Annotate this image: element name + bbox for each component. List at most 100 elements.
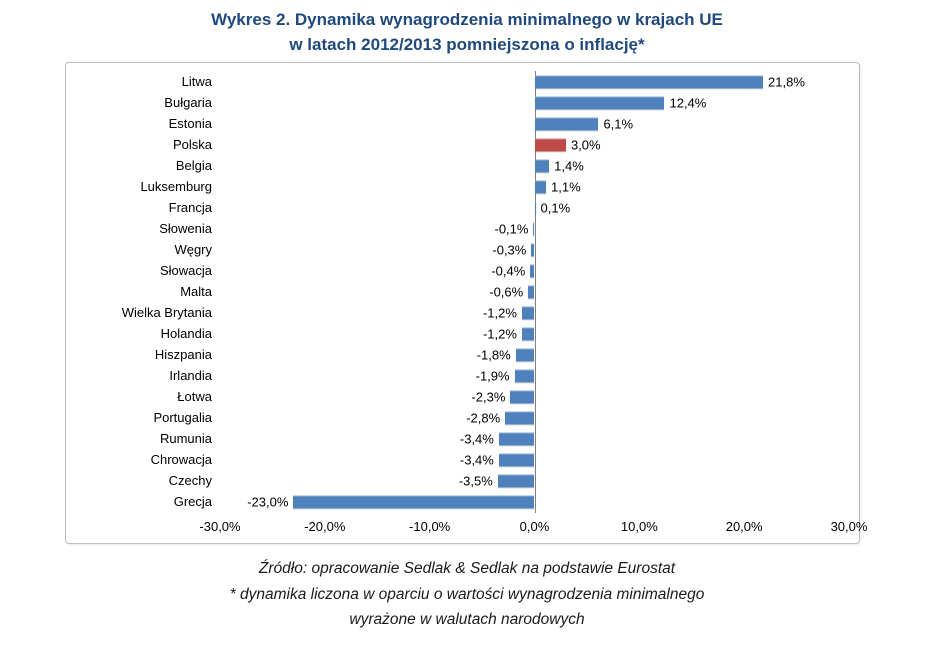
bar-portugalia [505,411,535,424]
chart-row: Łotwa -2,3% [72,386,849,407]
value-label: -3,4% [459,431,494,446]
chart-title: Wykres 2. Dynamika wynagrodzenia minimal… [0,0,934,57]
category-label: Bułgaria [164,95,212,110]
chart-row: Holandia -1,2% [72,323,849,344]
row-plot: -3,4% [220,449,849,470]
category-label: Belgia [175,158,212,173]
chart-row: Czechy -3,5% [72,470,849,491]
category-label: Grecja [173,494,212,509]
row-plot: -23,0% [220,491,849,512]
bar-polska [534,138,566,151]
category-label: Wielka Brytania [121,305,212,320]
chart-row: Rumunia -3,4% [72,428,849,449]
bar-łotwa [510,390,535,403]
chart-row: Słowenia -0,1% [72,218,849,239]
row-plot: -0,3% [220,239,849,260]
chart-row: Litwa 21,8% [72,71,849,92]
chart-title-line1: Wykres 2. Dynamika wynagrodzenia minimal… [211,10,723,29]
bar-hiszpania [515,348,535,361]
row-plot: -2,8% [220,407,849,428]
value-label: -3,5% [458,473,493,488]
x-tick-label: 30,0% [830,519,868,534]
value-label: -23,0% [247,494,289,509]
row-plot: -1,2% [220,323,849,344]
x-tick-label: 10,0% [620,519,658,534]
category-label: Hiszpania [154,347,212,362]
row-plot: -0,1% [220,218,849,239]
value-label: -0,3% [492,242,527,257]
x-tick-label: -20,0% [304,519,346,534]
bar-rumunia [498,432,535,445]
category-label: Holandia [160,326,212,341]
category-label: Chrowacja [150,452,212,467]
zero-axis-line [534,71,536,513]
chart-row: Irlandia -1,9% [72,365,849,386]
chart-row: Grecja -23,0% [72,491,849,512]
value-label: 3,0% [570,137,601,152]
category-label: Słowacja [159,263,212,278]
row-plot: 1,1% [220,176,849,197]
value-label: -1,2% [482,326,517,341]
bar-słowacja [530,264,535,277]
category-label: Portugalia [153,410,212,425]
category-label: Estonia [168,116,212,131]
value-label: 21,8% [768,74,805,89]
value-label: 1,4% [554,158,584,173]
chart-row: Węgry -0,3% [72,239,849,260]
chart-area: Litwa 21,8% Bułgaria 12,4% Estonia 6,1% Polska… [65,62,867,544]
value-label: -0,4% [491,263,526,278]
bar-francja [534,201,536,214]
bar-grecja [293,495,535,508]
category-label: Malta [180,284,212,299]
bar-estonia [534,117,599,130]
value-label: -0,1% [494,221,529,236]
value-label: 12,4% [669,95,707,110]
chart-row: Polska 3,0% [72,134,849,155]
bar-węgry [531,243,535,256]
value-label: -1,8% [476,347,511,362]
x-tick-label: -30,0% [199,519,241,534]
x-axis: -30,0% -20,0% -10,0% 0,0% 10,0% 20,0% 30,0% [199,513,867,539]
chart-row: Francja 0,1% [72,197,849,218]
row-plot: -1,9% [220,365,849,386]
chart-row: Słowacja -0,4% [72,260,849,281]
value-label: 1,1% [551,179,581,194]
x-tick-label: -10,0% [409,519,451,534]
row-plot: -1,2% [220,302,849,323]
bar-litwa [534,75,764,88]
bar-czechy [497,474,535,487]
value-label: -1,9% [475,368,510,383]
chart-row: Bułgaria 12,4% [72,92,849,113]
row-plot: -2,3% [220,386,849,407]
x-tick-label: 20,0% [725,519,763,534]
chart-row: Luksemburg 1,1% [72,176,849,197]
category-label: Węgry [174,242,212,257]
row-plot: 21,8% [220,71,849,92]
value-label: -3,4% [459,452,494,467]
chart-row: Hiszpania -1,8% [72,344,849,365]
bar-irlandia [514,369,535,382]
row-plot: -1,8% [220,344,849,365]
chart-title-line2: w latach 2012/2013 pomniejszona o inflac… [289,34,645,54]
category-label: Francja [168,200,212,215]
category-label: Luksemburg [140,179,212,194]
value-label: -0,6% [489,284,524,299]
chart-rows: Litwa 21,8% Bułgaria 12,4% Estonia 6,1% Polska… [72,71,849,513]
category-label: Łotwa [177,389,212,404]
category-label: Rumunia [159,431,212,446]
footnote-line2: wyrażone w walutach narodowych [349,611,585,629]
chart-row: Estonia 6,1% [72,113,849,134]
row-plot: 3,0% [220,134,849,155]
category-label: Polska [172,137,212,152]
source-note: Źródło: opracowanie Sedlak & Sedlak na p… [258,560,676,577]
row-plot: -0,4% [220,260,849,281]
bar-wielka-brytania [521,306,535,319]
row-plot: 6,1% [220,113,849,134]
row-plot: 1,4% [220,155,849,176]
chart-row: Malta -0,6% [72,281,849,302]
row-plot: -3,5% [220,470,849,491]
chart-row: Belgia 1,4% [72,155,849,176]
value-label: 6,1% [603,116,634,131]
value-label: 0,1% [540,200,571,215]
category-label: Słowenia [159,221,212,236]
